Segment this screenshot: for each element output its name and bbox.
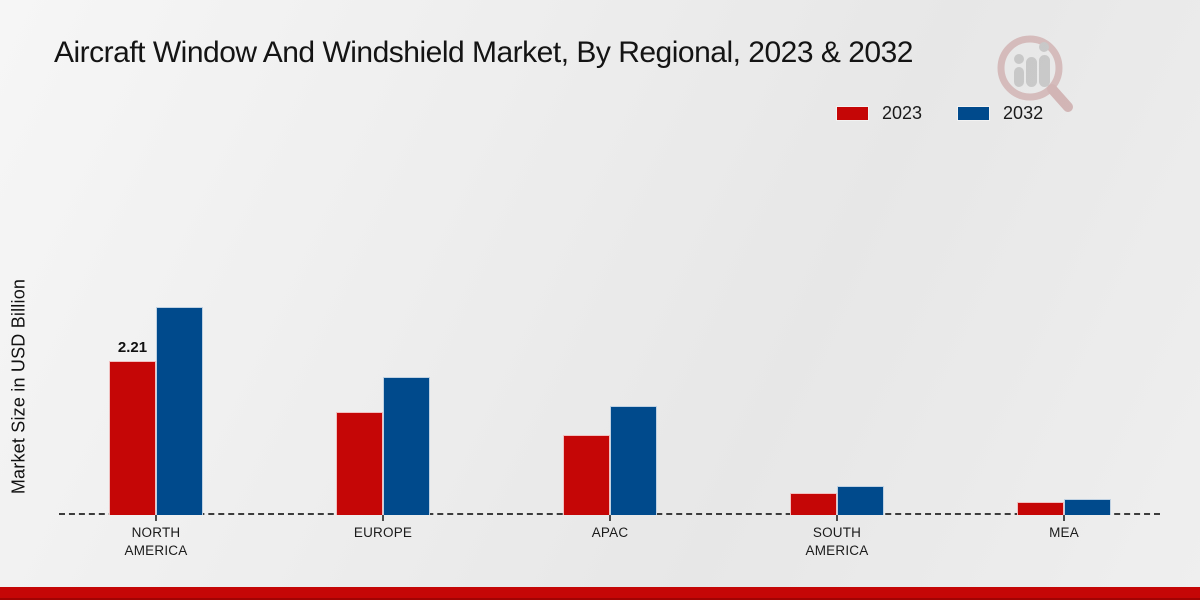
x-axis-label-mea: MEA xyxy=(1049,525,1079,540)
x-axis-tick-apac xyxy=(609,515,611,521)
bar-value-label: 2.21 xyxy=(117,339,148,356)
x-axis-tick-north-america xyxy=(155,515,157,521)
x-axis-tick-europe xyxy=(382,515,384,521)
x-axis-tick-mea xyxy=(1063,515,1065,521)
legend-label-2023: 2023 xyxy=(882,103,923,123)
bar-2023-mea xyxy=(1017,502,1064,515)
x-axis-label-apac: APAC xyxy=(591,525,629,540)
bar-2032-south-america xyxy=(837,486,884,515)
bar-2023-north-america xyxy=(109,361,156,515)
bar-2023-apac xyxy=(563,435,610,515)
legend-swatch-2023 xyxy=(836,106,869,121)
bar-2032-mea xyxy=(1064,499,1111,515)
x-axis-label-europe: EUROPE xyxy=(353,525,413,540)
legend-label-2032: 2032 xyxy=(1003,103,1044,123)
legend: 2023 2032 xyxy=(836,103,1065,124)
x-axis-label-north-america: NORTH AMERICA xyxy=(124,525,188,558)
footer-accent-bar xyxy=(0,587,1200,600)
bar-2023-europe xyxy=(336,412,383,515)
bar-2023-south-america xyxy=(790,493,837,515)
x-axis-tick-south-america xyxy=(836,515,838,521)
bar-2032-apac xyxy=(610,406,657,515)
bar-2032-europe xyxy=(383,377,430,515)
chart-title: Aircraft Window And Windshield Market, B… xyxy=(54,36,913,69)
legend-swatch-2032 xyxy=(957,106,991,121)
x-axis-label-south-america: SOUTH AMERICA xyxy=(805,525,869,558)
bar-2032-north-america xyxy=(156,307,203,515)
